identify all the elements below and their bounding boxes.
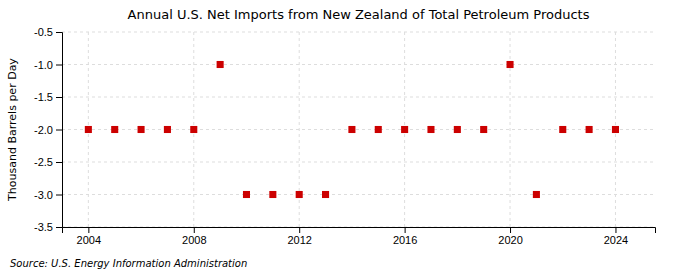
plot-area: 2004 2008 2012 2016 2020 2024 -3.5 -3.0 -2.5 -2.0… [34,26,655,246]
tick-mark [56,195,62,196]
x-axis: 2004 2008 2012 2016 2020 2024 [63,227,656,246]
tick: 2024 [604,227,628,246]
point [612,126,619,133]
point [111,126,118,133]
y-axis: -3.5 -3.0 -2.5 -2.0 -1.5 -1.0 -0.5 [34,26,62,233]
tick-mark [405,227,406,233]
tick: -2.5 [34,156,62,168]
tick-mark [510,227,511,233]
point [217,61,224,68]
point [138,126,145,133]
tick: -3.5 [34,221,62,233]
tick-label: -1.0 [34,59,53,71]
point [164,126,171,133]
tick-mark [56,65,62,66]
point [427,126,434,133]
tick-label: 2016 [393,234,417,246]
point [269,191,276,198]
point [559,126,566,133]
grid [62,32,655,227]
points [85,61,619,198]
title: Annual U.S. Net Imports from New Zealand… [128,7,590,22]
axis-line [63,228,656,234]
tick-mark [56,97,62,98]
grid-line [62,162,655,163]
point [480,126,487,133]
tick: -3.0 [34,189,62,201]
tick-label: -1.5 [34,91,53,103]
tick: -1.0 [34,59,62,71]
tick-mark [56,130,62,131]
tick-label: -0.5 [34,26,53,38]
grid-line [62,194,655,195]
point [348,126,355,133]
point [243,191,250,198]
tick-label: 2024 [604,234,628,246]
tick-mark [56,227,62,228]
point [85,126,92,133]
y-axis-label: Thousand Barrels per Day [6,58,19,202]
tick-mark [56,162,62,163]
source: Source: U.S. Energy Information Administ… [10,258,247,269]
point [190,126,197,133]
tick-mark [299,227,300,233]
tick: 2004 [77,227,101,246]
tick: 2020 [498,227,522,246]
tick-label: -3.0 [34,189,53,201]
point [375,126,382,133]
point [533,191,540,198]
point [296,191,303,198]
tick-label: -3.5 [34,221,53,233]
tick-label: -2.5 [34,156,53,168]
tick: -1.5 [34,91,62,103]
grid-line [62,32,655,33]
tick: -2.0 [34,124,62,136]
grid-line [62,97,655,98]
point [401,126,408,133]
point [586,126,593,133]
point [322,191,329,198]
tick: -0.5 [34,26,62,38]
tick-label: 2004 [77,234,101,246]
point [507,61,514,68]
tick-mark [194,227,195,233]
tick-mark [56,32,62,33]
tick-label: 2020 [498,234,522,246]
point [454,126,461,133]
tick: 2012 [287,227,311,246]
tick: 2016 [393,227,417,246]
axis-line [56,33,63,228]
tick-mark [615,227,616,233]
tick: 2008 [182,227,206,246]
chart: 2004 2008 2012 2016 2020 2024 -3.5 -3.0 -2.5 -2.0… [0,0,675,275]
tick-label: 2008 [182,234,206,246]
tick-label: -2.0 [34,124,53,136]
tick-label: 2012 [287,234,311,246]
tick-mark [88,227,89,233]
grid-line [62,64,655,65]
